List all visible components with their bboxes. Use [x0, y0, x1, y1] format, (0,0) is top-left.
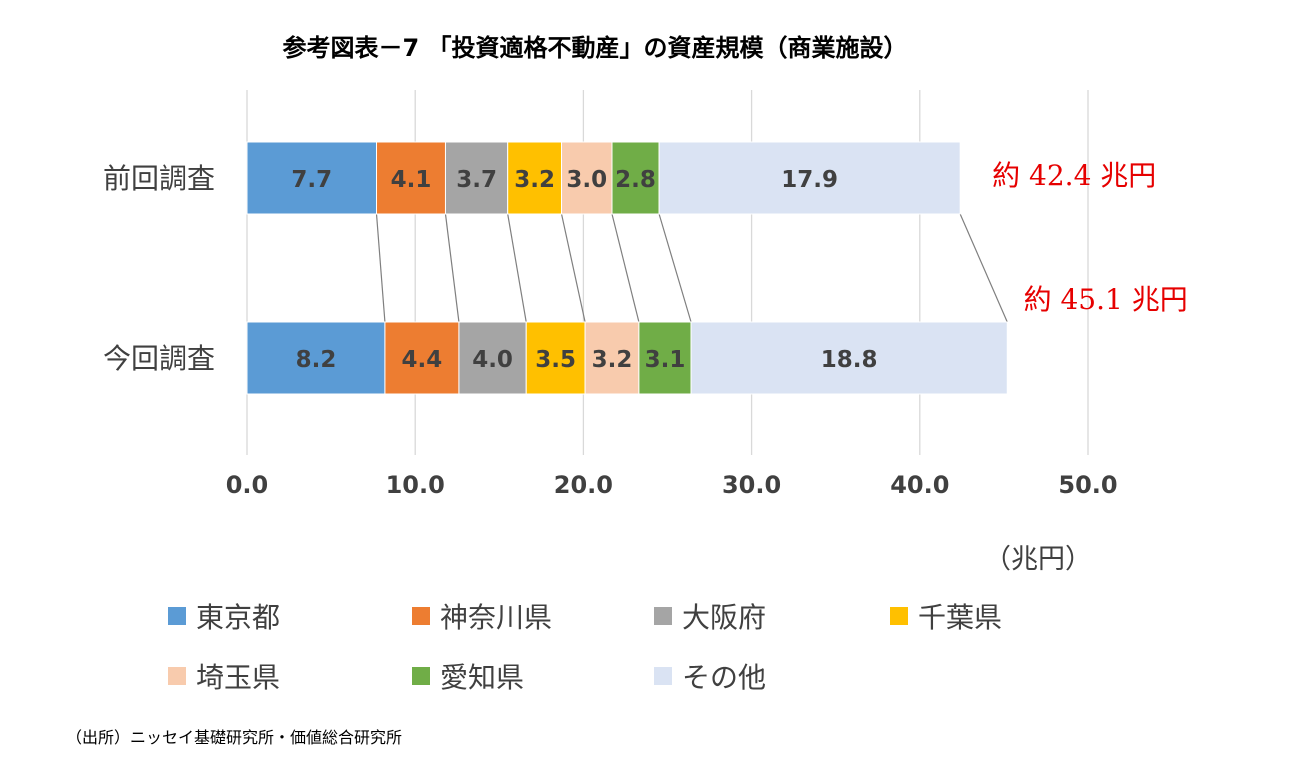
- data-label: 3.2: [514, 167, 555, 193]
- connector-line: [507, 213, 527, 323]
- bar-segment: [507, 141, 563, 215]
- data-label: 7.7: [291, 167, 332, 193]
- bar-segment: [444, 141, 509, 215]
- total-label: 約 42.4 兆円: [992, 159, 1156, 192]
- legend-item: 神奈川県: [412, 596, 552, 636]
- legend-label: 神奈川県: [440, 601, 553, 634]
- data-label: 4.0: [472, 347, 513, 373]
- x-axis-unit-label: （兆円）: [984, 544, 1092, 575]
- total-label: 約 45.1 兆円: [1024, 283, 1188, 316]
- legend-item: その他: [654, 656, 766, 696]
- legend-label: 愛知県: [440, 661, 525, 694]
- bars: [246, 141, 1008, 395]
- data-label: 8.2: [296, 347, 337, 373]
- category-label: 前回調査: [103, 162, 215, 195]
- connector-line: [560, 213, 586, 323]
- x-tick-label: 0.0: [226, 471, 269, 499]
- connector-line: [611, 213, 640, 323]
- legend-swatch: [412, 667, 430, 685]
- legend-label: その他: [682, 661, 767, 694]
- legend-swatch: [890, 607, 908, 625]
- bar-segment: [658, 141, 961, 215]
- data-label: 3.0: [566, 167, 607, 193]
- legend-item: 愛知県: [412, 656, 524, 696]
- category-label: 今回調査: [103, 342, 215, 375]
- legend-swatch: [168, 607, 186, 625]
- bar-segment: [611, 141, 660, 215]
- data-label: 3.2: [592, 347, 633, 373]
- data-label: 2.8: [615, 167, 656, 193]
- legend-label: 埼玉県: [196, 661, 281, 694]
- source-note: （出所）ニッセイ基礎研究所・価値総合研究所: [66, 728, 403, 747]
- bar-segment: [561, 141, 613, 215]
- data-labels: 7.7 4.1 3.7 3.2 3.0 2.8 17.9 8.2 4.4 4.0 3.5 3.2 3.1…: [291, 159, 1187, 373]
- x-tick-label: 10.0: [386, 471, 445, 499]
- bar-segment: [384, 321, 460, 395]
- bar-segment: [458, 321, 527, 395]
- stacked-bar-chart: 7.7 4.1 3.7 3.2 3.0 2.8 17.9 8.2 4.4 4.0 3.5 3.2 3.1…: [103, 90, 1188, 499]
- data-label: 3.5: [535, 347, 576, 373]
- data-label: 3.7: [456, 167, 497, 193]
- x-tick-label: 50.0: [1058, 471, 1117, 499]
- chart-title: 参考図表－7 「投資適格不動産」の資産規模（商業施設）: [282, 34, 908, 62]
- x-tick-label: 20.0: [554, 471, 613, 499]
- legend-item: 埼玉県: [168, 656, 280, 696]
- data-label: 4.1: [391, 167, 432, 193]
- legend-swatch: [168, 667, 186, 685]
- legend-swatch: [654, 607, 672, 625]
- data-label: 3.1: [645, 347, 686, 373]
- x-tick-label: 30.0: [722, 471, 781, 499]
- connector-line: [658, 213, 692, 323]
- connector-line: [444, 213, 460, 323]
- legend-label: 東京都: [196, 601, 281, 634]
- connector-lines: [375, 213, 1008, 323]
- bar-segment: [690, 321, 1008, 395]
- legend-swatch: [412, 607, 430, 625]
- legend-swatch: [654, 667, 672, 685]
- legend-label: 大阪府: [682, 601, 767, 634]
- bar-segment: [246, 321, 386, 395]
- connector-line: [959, 213, 1008, 323]
- connector-line: [375, 213, 386, 323]
- data-label: 17.9: [781, 167, 838, 193]
- x-tick-label: 40.0: [890, 471, 949, 499]
- data-label: 4.4: [402, 347, 443, 373]
- legend-item: 千葉県: [890, 596, 1002, 636]
- legend-item: 東京都: [168, 596, 280, 636]
- legend-item: 大阪府: [654, 596, 766, 636]
- bar-segment: [376, 141, 446, 215]
- legend-label: 千葉県: [918, 601, 1003, 634]
- bar-segment: [638, 321, 692, 395]
- bar-segment: [525, 321, 586, 395]
- data-label: 18.8: [821, 347, 878, 373]
